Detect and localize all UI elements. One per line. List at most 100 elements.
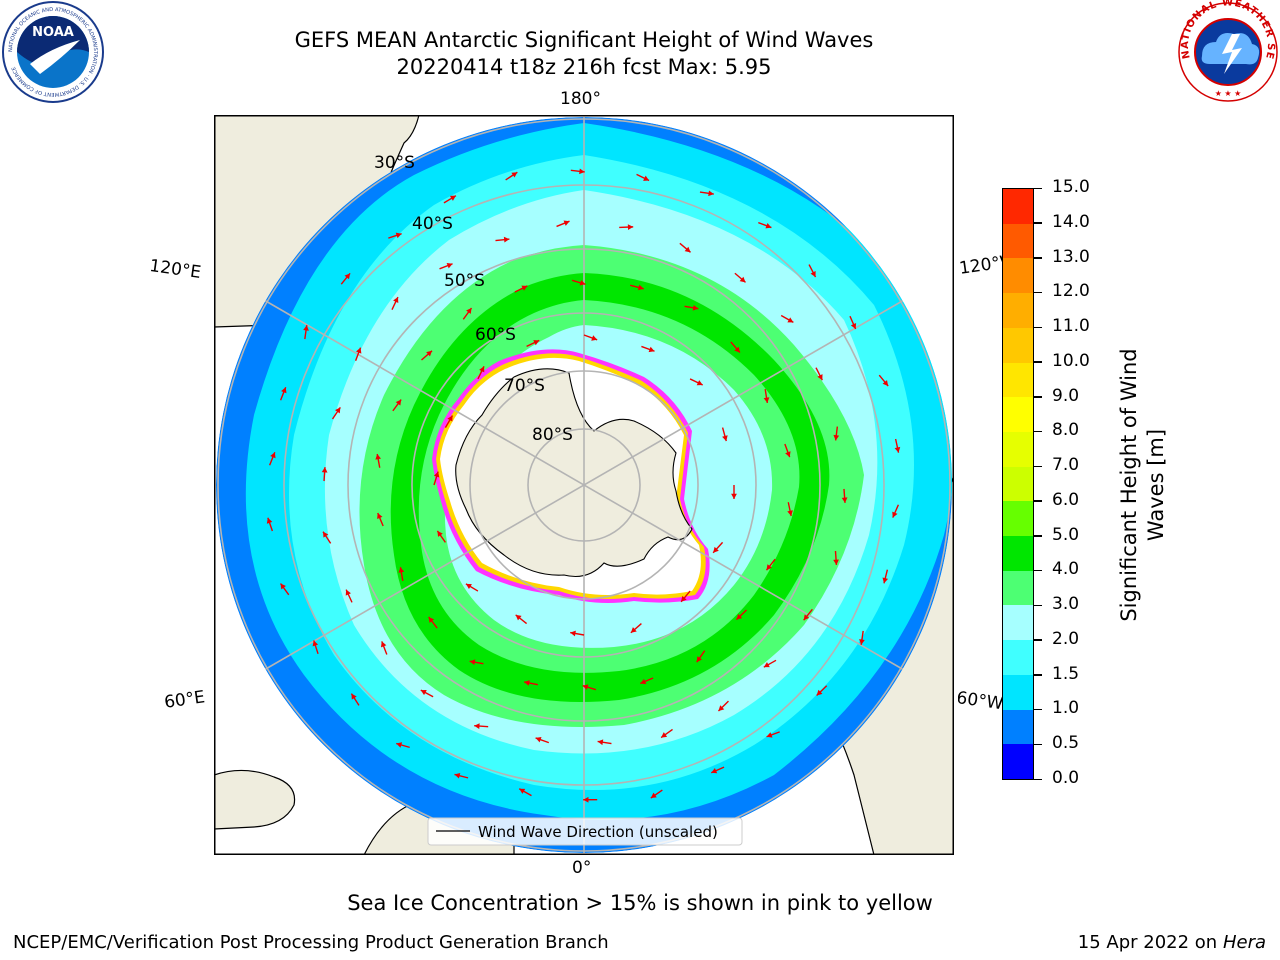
credit-text: NCEP/EMC/Verification Post Processing Pr…: [13, 932, 609, 953]
colorbar-tick-label: 14.0: [1052, 211, 1090, 232]
colorbar-tick-label: 4.0: [1052, 559, 1080, 580]
run-date-text: 15 Apr 2022 on: [1077, 932, 1223, 953]
wave-arrow-head: [521, 285, 528, 291]
wave-arrow-head: [765, 223, 772, 229]
colorbar-tick-label: 15.0: [1052, 177, 1090, 197]
colorbar-tick-mark: [1034, 569, 1042, 572]
wave-arrow-head: [449, 195, 456, 201]
colorbar-tick-label: 2.0: [1052, 628, 1080, 649]
wave-arrow-head: [447, 415, 453, 422]
wave-arrow-head: [479, 366, 485, 373]
chart-title: GEFS MEAN Antarctic Significant Height o…: [294, 28, 874, 52]
wave-arrow-head: [465, 583, 472, 590]
colorbar-tick-label: 1.0: [1052, 698, 1080, 719]
colorbar-segment: [1003, 397, 1033, 432]
wave-arrow-head: [630, 627, 637, 633]
lon-label-bottom: 0°: [572, 858, 592, 878]
wave-arrow-head: [345, 589, 351, 596]
wave-arrow-head: [503, 236, 510, 243]
wave-arrow-head: [816, 689, 823, 696]
wave-arrow-head: [650, 792, 657, 799]
colorbar-tick-mark: [1034, 465, 1042, 468]
nws-logo: NATIONAL WEATHER SERVICE ★ ★ ★: [1176, 0, 1278, 102]
colorbar-segment: [1003, 536, 1033, 571]
wave-arrow-head: [535, 736, 542, 743]
colorbar-tick-mark: [1034, 396, 1042, 398]
colorbar-segment: [1003, 189, 1033, 224]
wave-arrow-head: [841, 497, 848, 503]
wave-arrow-head: [375, 453, 382, 460]
wave-arrow-head: [474, 723, 480, 729]
wave-arrow-head: [380, 641, 387, 648]
colorbar-tick-mark: [1034, 291, 1042, 294]
wave-arrow-head: [766, 564, 773, 571]
wave-arrow-head: [344, 273, 351, 280]
wave-arrow-head: [420, 690, 427, 696]
wave-arrow-head: [763, 397, 770, 403]
wave-arrow-head: [579, 168, 585, 175]
wave-arrow-head: [882, 380, 889, 386]
wave-arrow-head: [763, 662, 770, 668]
wave-arrow-head: [281, 387, 287, 394]
wave-arrow-head: [681, 595, 687, 602]
lat-label-60s: 60°S: [475, 325, 516, 345]
svg-text:NOAA: NOAA: [32, 25, 74, 40]
colorbar-segment: [1003, 362, 1033, 398]
wave-arrow-head: [515, 614, 522, 621]
lon-label-left-lower: 60°E: [163, 687, 207, 713]
colorbar-segment: [1003, 223, 1033, 259]
wave-arrow-head: [833, 434, 840, 441]
colorbar-title: Significant Height of Wind Waves [m]: [1116, 285, 1176, 685]
wave-arrow-head: [684, 246, 691, 253]
wave-arrow-head: [280, 583, 286, 590]
colorbar-tick-mark: [1034, 778, 1042, 780]
wave-arrow-head: [766, 732, 773, 738]
wave-arrow-head: [355, 347, 362, 354]
wave-arrow-head: [519, 788, 526, 794]
wave-arrow-head: [894, 446, 901, 453]
wave-arrow-head: [661, 732, 668, 738]
lat-label-40s: 40°S: [412, 214, 453, 234]
colorbar-segment: [1003, 744, 1033, 779]
wave-arrow-head: [395, 399, 402, 406]
colorbar-segment: [1003, 431, 1033, 467]
wave-arrow-head: [803, 614, 810, 621]
colorbar-tick-label: 11.0: [1052, 316, 1090, 337]
colorbar-segment: [1003, 709, 1033, 745]
wave-arrow-head: [583, 796, 589, 803]
colorbar-segment: [1003, 466, 1033, 502]
wave-arrow-head: [395, 232, 402, 239]
wave-arrow-head: [722, 435, 728, 442]
wave-arrow-head: [266, 517, 273, 524]
colorbar-tick-label: 6.0: [1052, 489, 1080, 510]
colorbar-tick-label: 13.0: [1052, 246, 1090, 267]
wave-arrow-head: [597, 739, 604, 746]
wave-arrow-head: [785, 451, 791, 458]
wave-arrow-head: [734, 346, 740, 353]
wave-arrow-head: [428, 616, 435, 623]
colorbar-tick-label: 7.0: [1052, 455, 1080, 476]
wave-arrow-head: [582, 684, 589, 690]
colorbar-tick-mark: [1034, 743, 1042, 746]
wave-arrow-head: [850, 323, 857, 330]
wave-arrow-head: [533, 340, 540, 346]
lat-label-50s: 50°S: [444, 271, 485, 291]
wave-arrow-head: [627, 224, 634, 230]
wave-arrow-head: [696, 380, 703, 386]
wave-arrow-head: [312, 640, 319, 647]
colorbar-tick-mark: [1034, 604, 1042, 607]
lat-label-30s: 30°S: [374, 153, 415, 173]
wave-arrow-head: [570, 630, 576, 637]
colorbar-segment: [1003, 640, 1033, 675]
colorbar-segment: [1003, 605, 1033, 641]
colorbar-tick-label: 12.0: [1052, 281, 1090, 302]
map-panel: 30°S 40°S 50°S 60°S 70°S 80°S Wind Wave …: [214, 115, 954, 855]
wave-arrow-head: [437, 530, 443, 537]
colorbar-tick-mark: [1034, 430, 1042, 433]
wave-arrow-head: [270, 452, 276, 459]
colorbar-title-line2: Waves [m]: [1144, 428, 1168, 542]
wave-arrow-head: [713, 546, 719, 553]
wave-arrow-head: [731, 493, 737, 499]
wave-arrow-head: [323, 531, 329, 538]
wave-direction-arrows: [266, 168, 901, 803]
